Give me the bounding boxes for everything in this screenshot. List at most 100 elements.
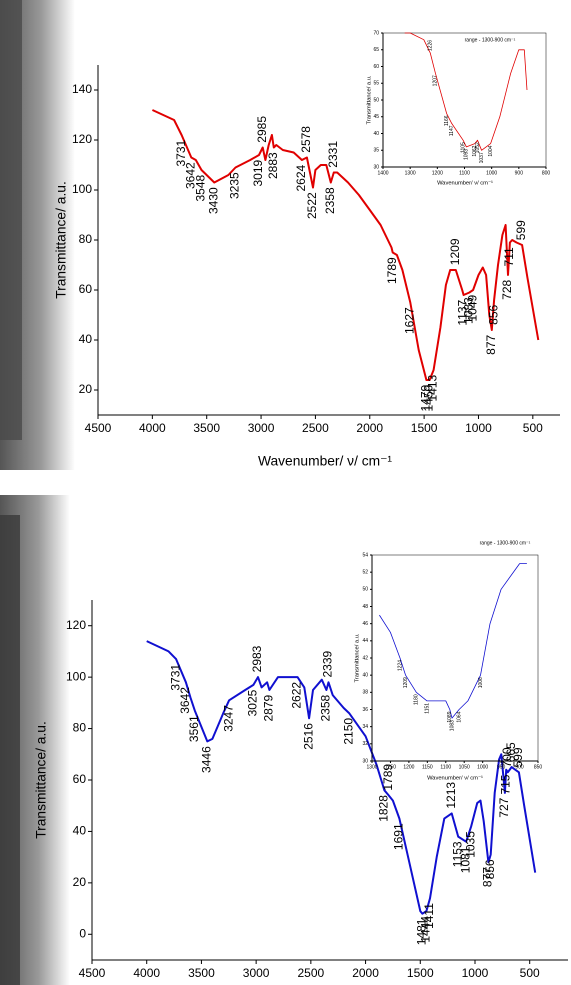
peak-label: 2358: [323, 187, 337, 214]
peak-label: 2339: [321, 650, 335, 677]
y-tick-label: 48: [362, 604, 368, 610]
peak-label: 1052: [475, 142, 481, 153]
y-tick-label: 30: [373, 164, 379, 170]
x-axis-label: Wavenumber/ ν/ cm⁻¹: [437, 181, 493, 187]
y-tick-label: 40: [373, 131, 379, 137]
peak-label: 715: [498, 774, 512, 794]
peak-label: 1789: [381, 764, 395, 791]
x-tick-label: 1100: [459, 170, 470, 176]
x-tick-label: 3500: [188, 966, 215, 980]
y-tick-label: 50: [373, 97, 379, 103]
x-tick-label: 1000: [465, 421, 492, 435]
x-tick-label: 3500: [193, 421, 220, 435]
peak-label: 3019: [251, 159, 265, 186]
x-tick-label: 900: [515, 170, 524, 176]
x-tick-label: 800: [542, 170, 551, 176]
peak-label: 3642: [178, 687, 192, 714]
peak-label: 1450: [422, 384, 436, 411]
peak-label: 1151: [424, 703, 430, 714]
y-tick-label: 34: [362, 724, 368, 730]
peak-label: 599: [514, 220, 528, 240]
peak-label: 1828: [377, 795, 391, 822]
y-tick-label: 38: [362, 690, 368, 696]
peak-label: 3561: [187, 715, 201, 742]
peak-label: 2622: [290, 682, 304, 709]
y-axis-label: Transmittance/ a.u.: [54, 181, 69, 299]
y-tick-label: 80: [79, 232, 93, 246]
peak-label: 2516: [301, 723, 315, 750]
peak-label: 1037: [479, 152, 485, 163]
peak-label: 728: [500, 279, 514, 299]
y-axis-label: Transmittance/ a.u.: [355, 633, 361, 682]
x-tick-label: 2000: [356, 421, 383, 435]
peak-label: 1411: [422, 903, 436, 929]
y-tick-label: 60: [73, 772, 87, 786]
x-axis-label: Wavenumber/ ν/ cm⁻¹: [258, 454, 392, 469]
y-tick-label: 42: [362, 655, 368, 661]
peak-label: 2522: [305, 192, 319, 219]
peak-label: 1153: [450, 841, 464, 867]
y-tick-label: 32: [362, 741, 368, 747]
peak-label: 1224: [397, 660, 403, 671]
peak-label: 1413: [426, 374, 440, 401]
x-tick-label: 1300: [366, 764, 377, 770]
peak-label: 2983: [250, 645, 264, 672]
peak-label: 3731: [168, 664, 182, 691]
peak-label: 3731: [174, 139, 188, 166]
x-tick-label: 4500: [79, 966, 106, 980]
chart-title: range - 1300-900 cm⁻¹: [480, 540, 531, 546]
peak-label: 3642: [183, 162, 197, 189]
peak-label: 727: [497, 797, 511, 817]
peak-label: 1226: [428, 40, 434, 51]
x-tick-label: 4500: [85, 421, 112, 435]
y-tick-label: 60: [373, 64, 379, 70]
y-tick-label: 20: [79, 382, 93, 396]
x-tick-label: 1250: [385, 764, 396, 770]
y-tick-label: 40: [362, 672, 368, 678]
x-tick-label: 4000: [139, 421, 166, 435]
peak-label: 3548: [194, 174, 208, 201]
peak-label: 2358: [319, 694, 333, 721]
peak-label: 2985: [255, 116, 269, 143]
x-tick-label: 1500: [407, 966, 434, 980]
peak-label: 1137: [456, 299, 470, 325]
peak-label: 1081: [458, 846, 472, 873]
peak-label: 1093: [464, 149, 470, 160]
y-tick-label: 65: [373, 47, 379, 53]
x-tick-label: 2500: [302, 421, 329, 435]
x-tick-label: 1000: [477, 764, 488, 770]
peak-label: 1627: [402, 307, 416, 334]
x-tick-label: 2000: [352, 966, 379, 980]
y-tick-label: 80: [73, 721, 87, 735]
y-tick-label: 46: [362, 621, 368, 627]
peak-label: 1147: [449, 125, 455, 136]
peak-label: 877: [484, 334, 498, 354]
y-tick-label: 35: [373, 148, 379, 154]
peak-label: 1209: [448, 238, 462, 265]
peak-label: 1180: [414, 694, 420, 705]
peak-label: 1064: [456, 711, 462, 722]
sem-image: [0, 515, 20, 985]
y-axis-label: Transmittance/ a.u.: [34, 721, 49, 839]
y-tick-label: 70: [373, 30, 379, 36]
peak-label: 1089: [447, 711, 453, 722]
peak-label: 1213: [444, 782, 458, 809]
y-tick-label: 52: [362, 569, 368, 575]
x-tick-label: 1000: [486, 170, 497, 176]
x-tick-label: 950: [497, 764, 506, 770]
y-tick-label: 120: [72, 132, 92, 146]
x-tick-label: 1400: [377, 170, 388, 176]
chart-title: range - 1300-900 cm⁻¹: [465, 37, 516, 43]
peak-label: 856: [486, 304, 500, 324]
peak-label: 2883: [266, 152, 280, 179]
x-tick-label: 500: [520, 966, 540, 980]
peak-label: 1209: [403, 677, 409, 688]
x-tick-label: 1000: [462, 966, 489, 980]
x-tick-label: 1150: [422, 764, 433, 770]
y-tick-label: 60: [79, 282, 93, 296]
peak-label: 665: [504, 742, 518, 762]
x-tick-label: 850: [534, 764, 543, 770]
peak-label: 1207: [433, 75, 439, 86]
spectrum-line: [404, 32, 528, 151]
